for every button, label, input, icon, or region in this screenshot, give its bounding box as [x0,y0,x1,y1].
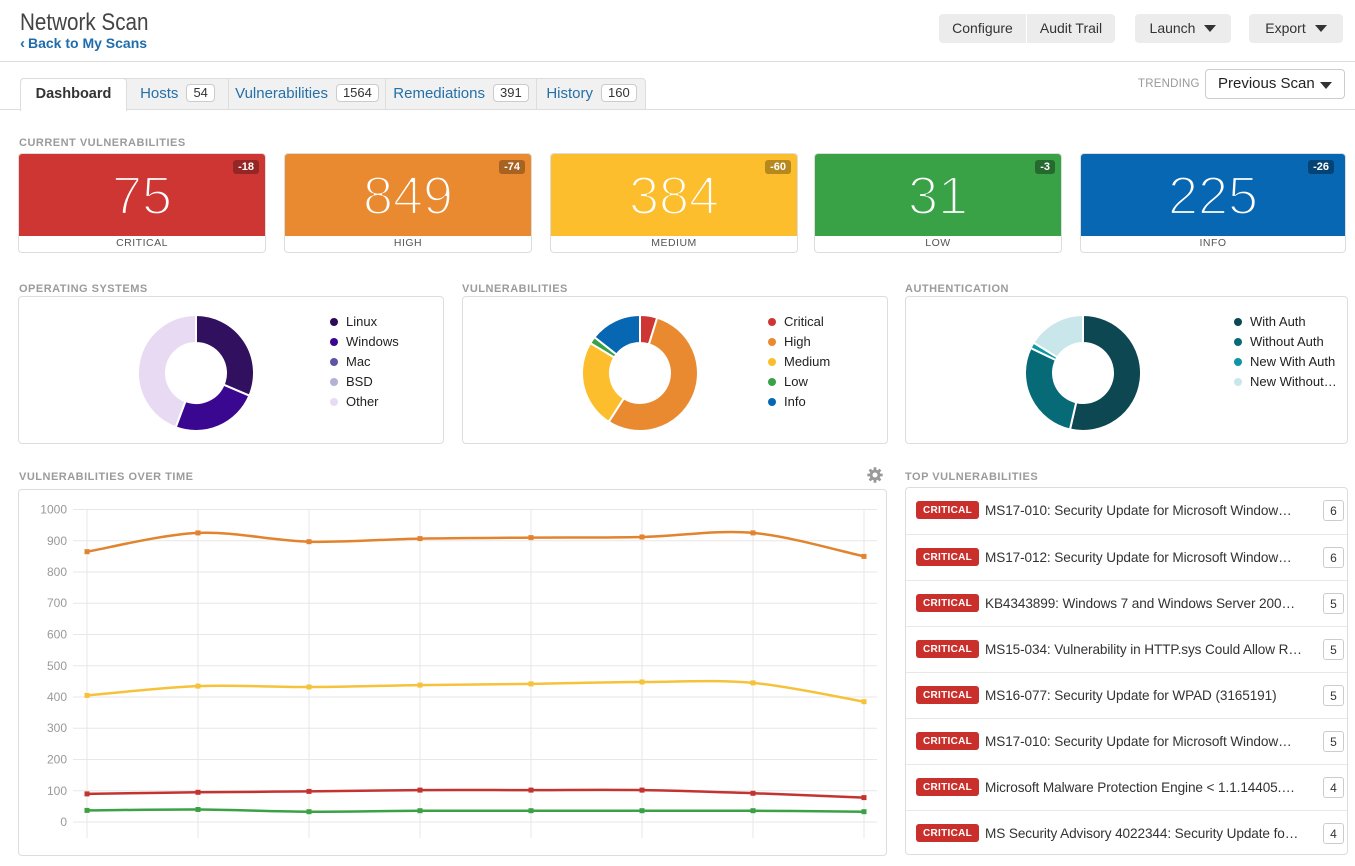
svg-text:900: 900 [47,534,67,548]
svg-text:700: 700 [47,596,67,610]
svg-text:300: 300 [47,721,67,735]
svg-text:100: 100 [47,784,67,798]
svg-text:500: 500 [47,659,67,673]
svg-text:1000: 1000 [40,503,67,517]
svg-text:600: 600 [47,628,67,642]
svg-text:200: 200 [47,753,67,767]
svg-text:800: 800 [47,565,67,579]
svg-text:400: 400 [47,690,67,704]
svg-text:0: 0 [60,815,67,829]
